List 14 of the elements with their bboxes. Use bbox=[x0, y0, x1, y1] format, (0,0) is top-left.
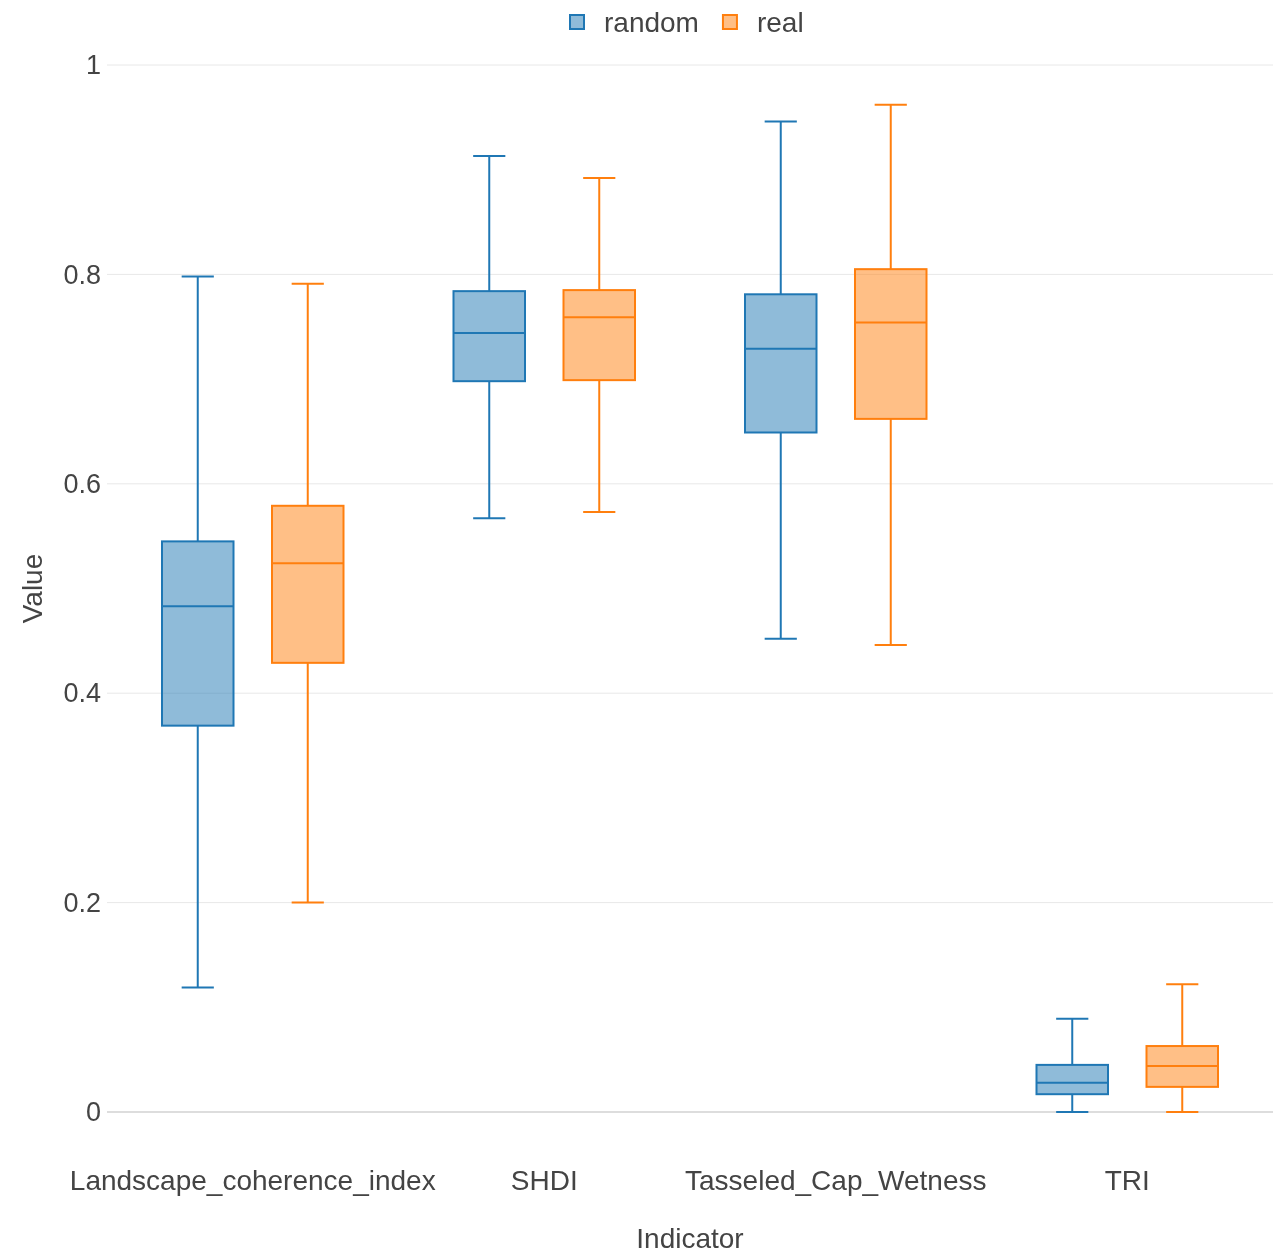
x-tick-label: SHDI bbox=[510, 1164, 578, 1196]
y-axis-title: Value bbox=[17, 553, 48, 624]
y-tick-label: 0.8 bbox=[63, 259, 101, 290]
y-tick-label: 0.6 bbox=[63, 468, 101, 499]
y-tick-label: 0.2 bbox=[63, 887, 101, 918]
y-tick-label: 0.4 bbox=[63, 678, 101, 709]
x-tick-label: Tasseled_Cap_Wetness bbox=[685, 1164, 987, 1196]
x-tick-label: Landscape_coherence_index bbox=[69, 1164, 436, 1196]
y-tick-label: 0 bbox=[85, 1097, 101, 1128]
y-tick-label: 1 bbox=[85, 50, 101, 81]
x-axis-title: Indicator bbox=[636, 1223, 744, 1253]
legend-label: random bbox=[604, 7, 699, 38]
x-tick-label: TRI bbox=[1104, 1164, 1150, 1196]
legend-label: real bbox=[756, 7, 804, 38]
